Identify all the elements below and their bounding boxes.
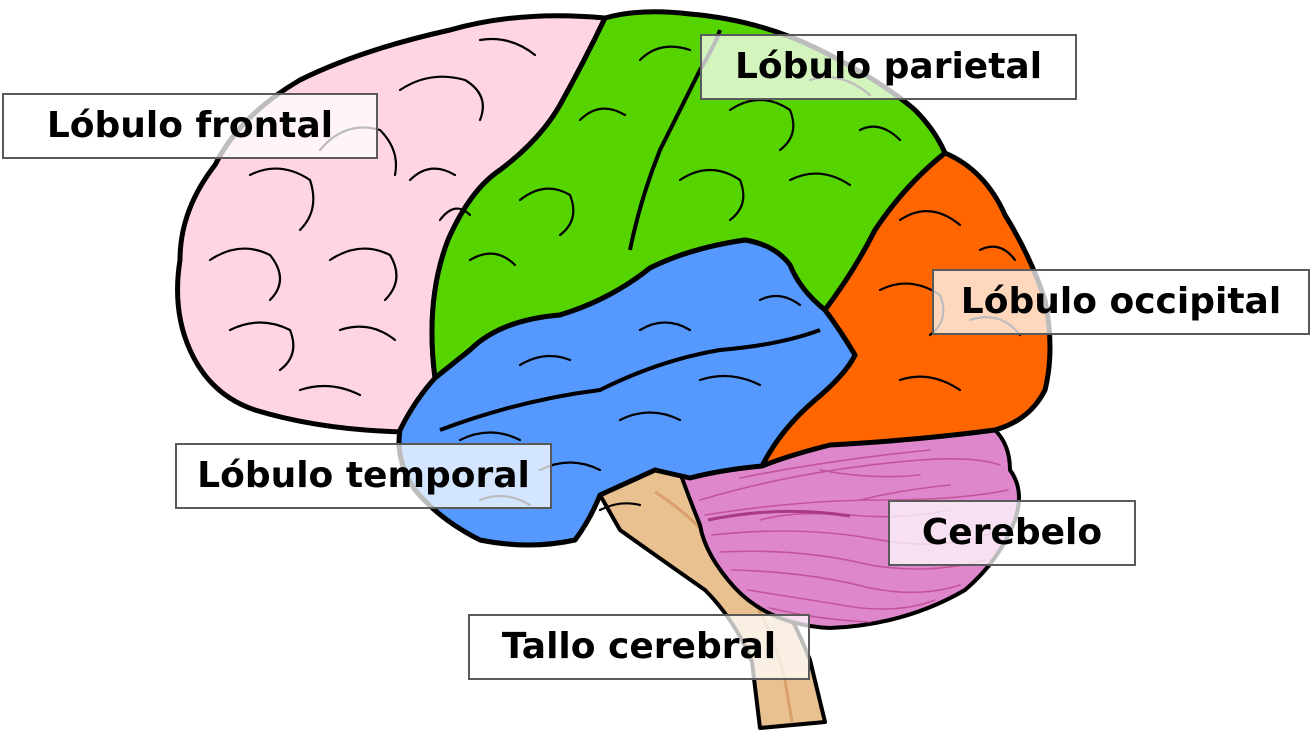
label-brainstem: Tallo cerebral (468, 614, 810, 680)
label-occipital-lobe: Lóbulo occipital (932, 269, 1310, 335)
label-temporal-lobe: Lóbulo temporal (175, 443, 552, 509)
label-parietal-lobe: Lóbulo parietal (700, 34, 1077, 100)
label-cerebellum: Cerebelo (888, 500, 1136, 566)
lateral-sulcus (439, 328, 821, 432)
cerebellum-central-fissure (707, 509, 851, 522)
label-frontal-lobe: Lóbulo frontal (2, 93, 378, 159)
cerebellum-folia (699, 449, 1009, 623)
gyri-lines (208, 37, 1022, 512)
